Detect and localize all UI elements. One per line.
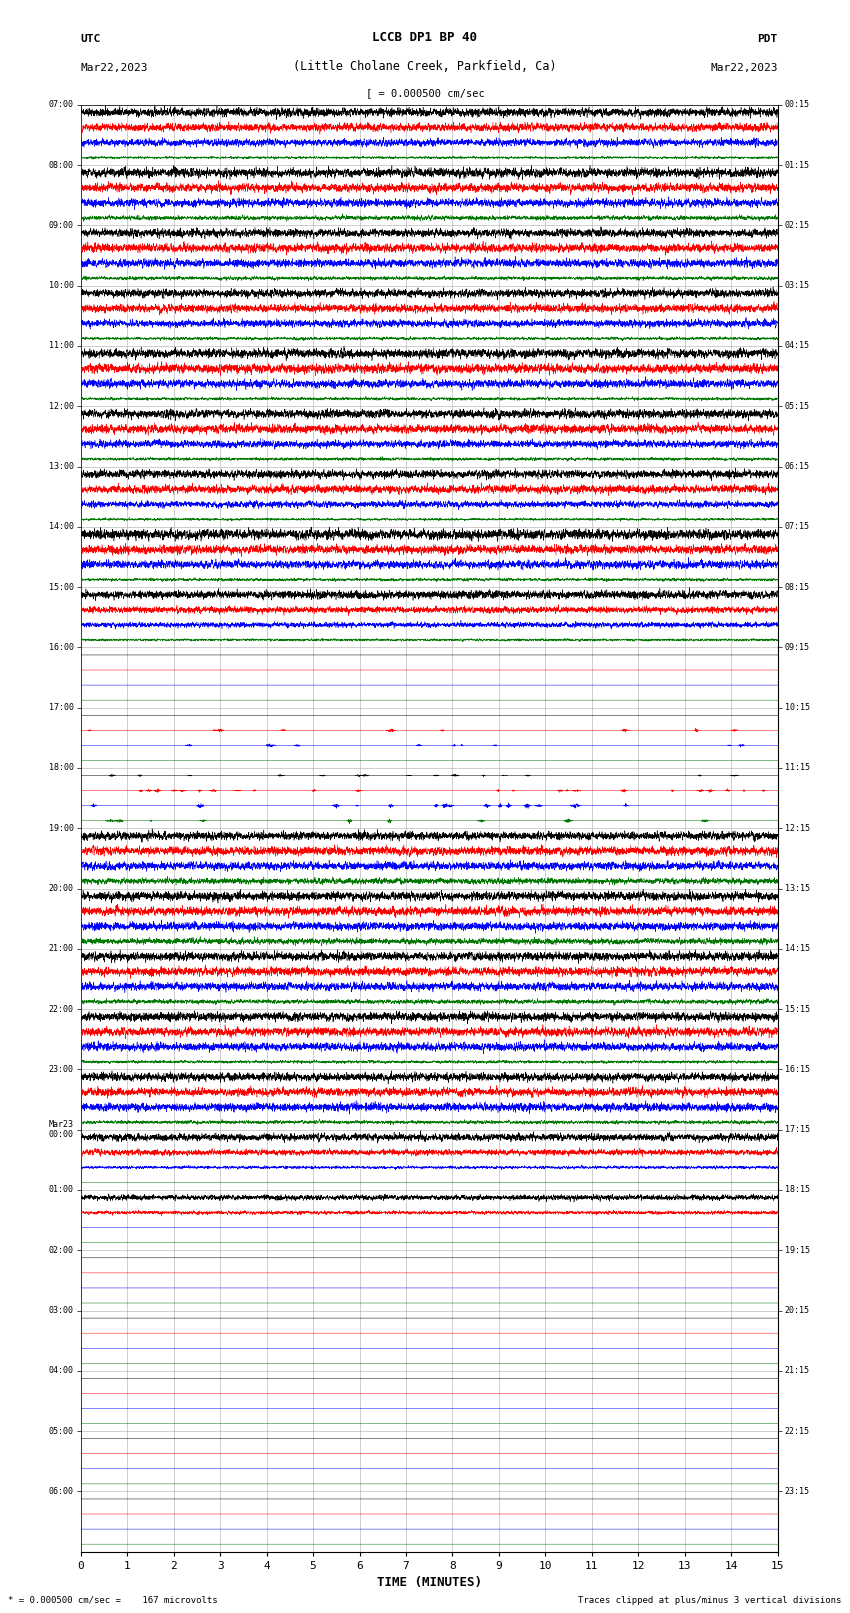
Text: LCCB DP1 BP 40: LCCB DP1 BP 40 [372,31,478,44]
Text: PDT: PDT [757,34,778,44]
Text: Mar22,2023: Mar22,2023 [711,63,778,73]
Text: * = 0.000500 cm/sec =    167 microvolts: * = 0.000500 cm/sec = 167 microvolts [8,1595,218,1605]
Text: Mar22,2023: Mar22,2023 [81,63,148,73]
Text: UTC: UTC [81,34,101,44]
Text: Traces clipped at plus/minus 3 vertical divisions: Traces clipped at plus/minus 3 vertical … [578,1595,842,1605]
Text: (Little Cholane Creek, Parkfield, Ca): (Little Cholane Creek, Parkfield, Ca) [293,60,557,73]
Text: [ = 0.000500 cm/sec: [ = 0.000500 cm/sec [366,89,484,98]
X-axis label: TIME (MINUTES): TIME (MINUTES) [377,1576,482,1589]
